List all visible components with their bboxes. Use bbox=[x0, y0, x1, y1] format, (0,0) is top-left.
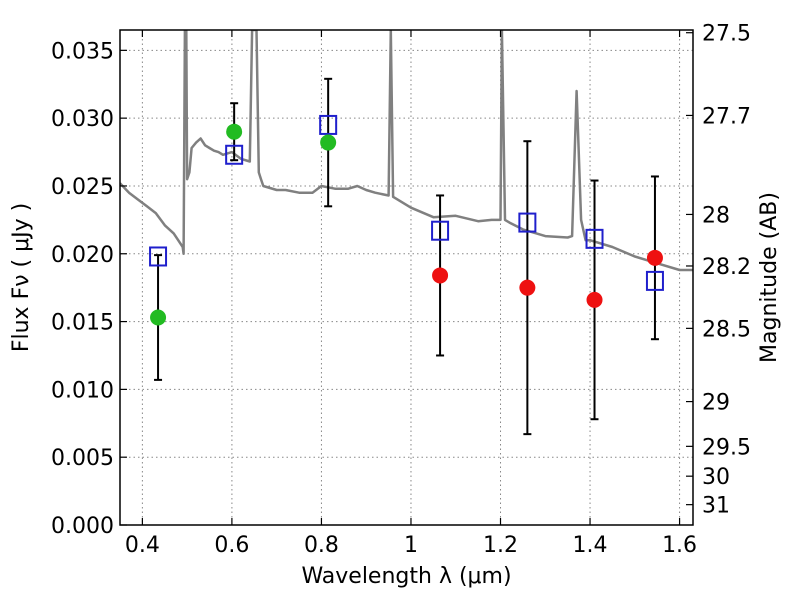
marker-layer bbox=[149, 114, 664, 326]
y-tick-label: 0.025 bbox=[51, 175, 114, 200]
red-data-point bbox=[646, 249, 663, 266]
red-data-point bbox=[432, 267, 449, 284]
right-tick-label: 28 bbox=[702, 203, 730, 228]
y-tick-label: 0.030 bbox=[51, 107, 114, 132]
model-square-marker bbox=[319, 114, 338, 135]
model-square-marker bbox=[518, 212, 537, 233]
tick-layer: 0.4 0.6 0.8 1 1.2 1.4 1.6 0.000 0.005 0.010 0.015 0… bbox=[51, 22, 751, 558]
right-tick-label: 30 bbox=[702, 465, 730, 490]
x-tick-label: 1.6 bbox=[662, 533, 697, 558]
sed-curve-layer bbox=[120, 30, 693, 272]
plot-frame bbox=[119, 29, 694, 526]
right-tick-label: 28.2 bbox=[702, 255, 751, 280]
y-tick-label: 0.000 bbox=[51, 514, 114, 539]
red-data-point bbox=[519, 279, 536, 296]
red-data-point bbox=[586, 291, 603, 308]
model-square-marker bbox=[225, 144, 244, 165]
model-square-marker bbox=[149, 246, 168, 267]
model-square-marker bbox=[645, 270, 664, 291]
y-tick-label: 0.010 bbox=[51, 378, 114, 403]
green-data-point bbox=[320, 134, 337, 151]
x-tick-label: 0.4 bbox=[125, 533, 160, 558]
x-tick-label: 0.8 bbox=[304, 533, 339, 558]
y-tick-label: 0.015 bbox=[51, 311, 114, 336]
green-data-point bbox=[226, 123, 243, 140]
y-tick-label: 0.005 bbox=[51, 446, 114, 471]
y-tick-label: 0.035 bbox=[51, 39, 114, 64]
x-tick-label: 1.4 bbox=[573, 533, 608, 558]
model-square-marker bbox=[431, 220, 450, 241]
right-tick-label: 27.7 bbox=[702, 104, 751, 129]
right-tick-label: 28.5 bbox=[702, 317, 751, 342]
right-tick-label: 27.5 bbox=[702, 22, 751, 47]
x-tick-label: 1 bbox=[404, 533, 418, 558]
right-axis-label: Magnitude (AB) bbox=[757, 192, 782, 363]
model-square-marker bbox=[585, 228, 604, 249]
x-axis-label: Wavelength λ (μm) bbox=[301, 564, 511, 589]
grid bbox=[120, 30, 693, 526]
green-data-point bbox=[150, 309, 167, 326]
y-tick-label: 0.020 bbox=[51, 243, 114, 268]
sed-model-line bbox=[120, 30, 693, 272]
x-tick-label: 0.6 bbox=[214, 533, 249, 558]
right-tick-label: 31 bbox=[702, 494, 730, 519]
y-axis-label: Flux Fν ( μJy ) bbox=[9, 203, 34, 352]
right-tick-label: 29.5 bbox=[702, 435, 751, 460]
right-tick-label: 29 bbox=[702, 391, 730, 416]
x-tick-label: 1.2 bbox=[483, 533, 518, 558]
